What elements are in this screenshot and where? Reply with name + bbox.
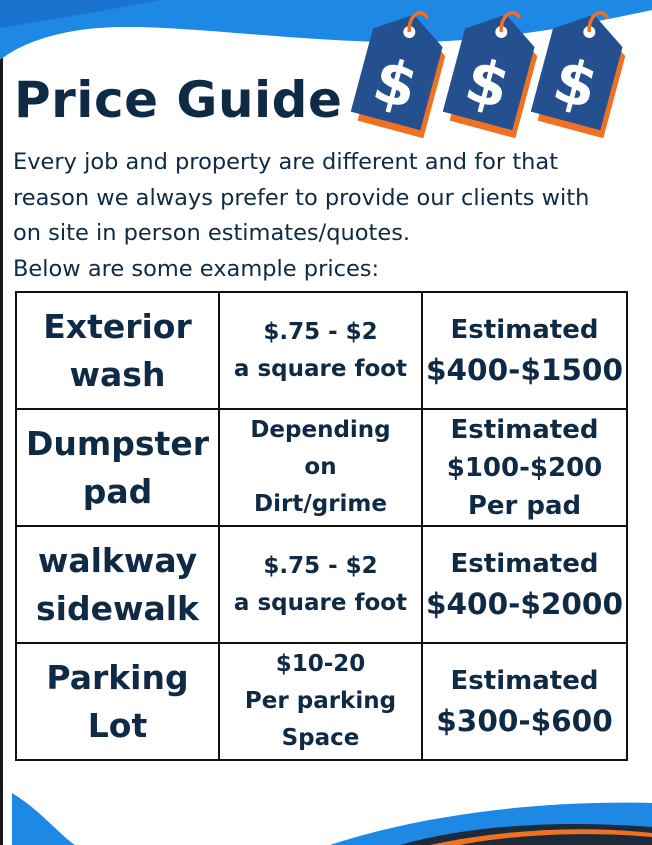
service-label: sidewalk — [36, 588, 199, 628]
service-label: Parking — [46, 657, 189, 697]
estimate-price: $400-$1500 — [426, 352, 623, 387]
table-row: Exterior wash $.75 - $2 a square foot Es… — [15, 291, 628, 410]
estimate-label: Estimated — [450, 314, 599, 345]
page-title: Price Guide — [14, 71, 343, 129]
page-left-border — [0, 0, 3, 845]
bottom-wave-decoration — [12, 793, 652, 845]
estimate-cell: Estimated $400-$2000 — [421, 525, 628, 644]
service-cell: Parking Lot — [15, 642, 220, 761]
estimate-cell: Estimated $100-$200 Per pad — [421, 408, 628, 527]
estimate-price: $300-$600 — [436, 703, 613, 738]
rate-cell: $10-20 Per parking Space — [218, 642, 423, 761]
service-label: Exterior — [43, 306, 192, 346]
price-tag-icon-1: $ — [350, 11, 446, 139]
table-row: Parking Lot $10-20 Per parking Space Est… — [15, 642, 628, 761]
rate-cell: $.75 - $2 a square foot — [218, 291, 423, 410]
estimate-price: $400-$2000 — [426, 586, 623, 621]
rate-text: Dirt/grime — [254, 491, 387, 517]
table-row: Dumpster pad Depending on Dirt/grime Est… — [15, 408, 628, 527]
top-wave-decoration — [0, 0, 652, 60]
service-label: walkway — [37, 540, 198, 580]
rate-text: $10-20 — [275, 651, 366, 677]
service-cell: Dumpster pad — [15, 408, 220, 527]
rate-text: Depending — [250, 417, 391, 443]
table-row: walkway sidewalk $.75 - $2 a square foot… — [15, 525, 628, 644]
rate-text: on — [304, 454, 337, 480]
estimate-label: Estimated — [450, 665, 599, 696]
rate-text: $.75 - $2 — [263, 552, 378, 579]
price-tags-graphic: $ $ $ — [350, 11, 626, 139]
rate-text: $.75 - $2 — [263, 318, 378, 345]
intro-line: Every job and property are different and… — [13, 149, 559, 175]
estimate-cell: Estimated $400-$1500 — [421, 291, 628, 410]
price-tag-icon-2: $ — [442, 11, 538, 139]
rate-text: Per parking — [244, 688, 397, 714]
intro-line: Below are some example prices: — [13, 255, 380, 282]
service-label: Dumpster — [26, 423, 209, 463]
intro-line: on site in person estimates/quotes. — [13, 220, 411, 246]
intro-text: Every job and property are different and… — [13, 145, 648, 287]
estimate-price: $100-$200 — [446, 452, 603, 483]
rate-text: Space — [281, 725, 360, 751]
service-label: Lot — [87, 705, 148, 745]
service-cell: Exterior wash — [15, 291, 220, 410]
rate-text: a square foot — [233, 355, 408, 382]
service-cell: walkway sidewalk — [15, 525, 220, 644]
rate-text: a square foot — [233, 589, 408, 616]
intro-line: reason we always prefer to provide our c… — [13, 184, 590, 211]
rate-cell: Depending on Dirt/grime — [218, 408, 423, 527]
service-label: pad — [82, 471, 153, 511]
price-table: Exterior wash $.75 - $2 a square foot Es… — [15, 291, 628, 761]
rate-cell: $.75 - $2 a square foot — [218, 525, 423, 644]
price-tag-icon-3: $ — [530, 11, 626, 139]
estimate-cell: Estimated $300-$600 — [421, 642, 628, 761]
estimate-label: Estimated — [450, 414, 599, 445]
estimate-unit: Per pad — [467, 490, 582, 521]
estimate-label: Estimated — [450, 548, 599, 579]
service-label: wash — [69, 354, 166, 394]
